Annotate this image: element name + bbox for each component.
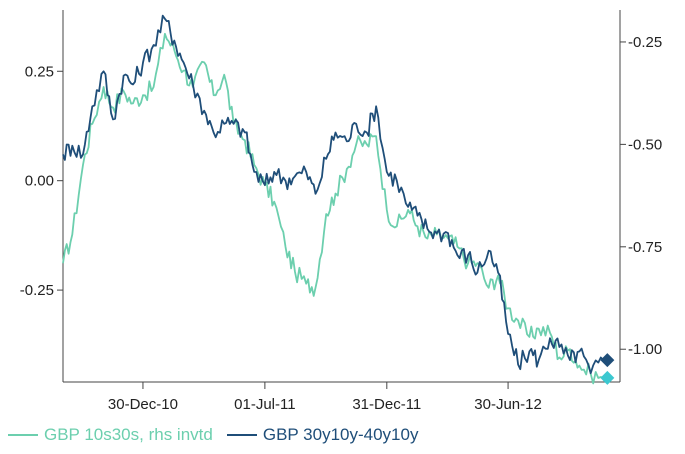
legend-item-30y10y-40y10y: GBP 30y10y-40y10y [226, 425, 419, 445]
right-axis-tick-label: -0.25 [628, 34, 662, 51]
right-axis-tick-label: -1.00 [628, 341, 662, 358]
left-axis-tick-label: 0.25 [25, 63, 54, 80]
series-end-marker-0 [600, 370, 615, 385]
x-axis-tick-label: 31-Dec-11 [352, 396, 421, 413]
right-axis-tick-label: -0.50 [628, 136, 662, 153]
left-axis-tick-label: -0.25 [20, 282, 54, 299]
x-axis-tick-label: 01-Jul-11 [234, 396, 295, 413]
x-axis-tick-label: 30-Dec-10 [108, 396, 178, 413]
series-line-1 [62, 14, 604, 375]
legend-label-10s30s: GBP 10s30s, rhs invtd [44, 425, 213, 444]
legend-label-30y10y-40y10y: GBP 30y10y-40y10y [262, 425, 419, 444]
series-line-0 [62, 32, 604, 385]
series-end-marker-1 [600, 353, 615, 368]
legend-swatch-30y10y-40y10y [226, 434, 257, 436]
left-axis-tick-label: 0.00 [25, 173, 54, 190]
chart-legend: GBP 10s30s, rhs invtd GBP 30y10y-40y10y [8, 424, 432, 446]
right-axis-tick-label: -0.75 [628, 239, 662, 256]
x-axis-tick-label: 30-Jun-12 [474, 396, 542, 413]
legend-swatch-10s30s [8, 434, 38, 436]
dual-axis-line-chart: 0.25 0.00 -0.25 -0.25 -0.50 -0.75 -1.00 30-Dec-… [20, 10, 662, 413]
legend-item-10s30s: GBP 10s30s, rhs invtd [8, 425, 213, 445]
